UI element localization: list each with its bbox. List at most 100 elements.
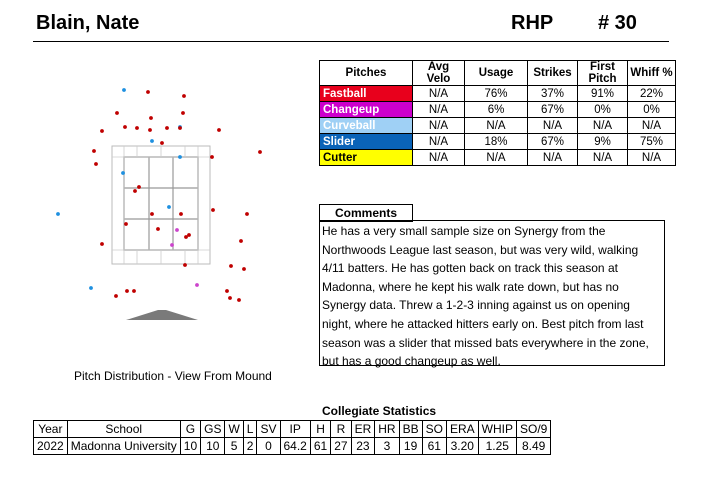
fastball-pitch-dot <box>210 155 214 159</box>
stats-table-header: Year School G GS W L SV IP H R ER HR BB SO ERA WHIP SO/9 <box>33 420 552 438</box>
fastball-pitch-dot <box>146 90 150 94</box>
stats-cell: 19 <box>398 437 423 455</box>
slider-pitch-dot <box>122 88 126 92</box>
pitch-name-cell: Slider <box>319 133 413 150</box>
stats-cell: 3.20 <box>445 437 479 455</box>
stats-table: Year School G GS W L SV IP H R ER HR BB SO ERA WHIP SO/9… <box>33 420 552 455</box>
slider-pitch-dot <box>56 212 60 216</box>
fastball-pitch-dot <box>156 227 160 231</box>
fastball-pitch-dot <box>148 128 152 132</box>
stats-cell: 0 <box>256 437 281 455</box>
stats-cell: 8.49 <box>515 437 552 455</box>
fastball-pitch-dot <box>100 242 104 246</box>
fastball-pitch-dot <box>229 264 233 268</box>
player-position: RHP <box>511 12 554 34</box>
stats-cell: Madonna University <box>66 437 181 455</box>
stats-cell: 61 <box>421 437 447 455</box>
stats-header-cell: GS <box>200 420 226 438</box>
fastball-pitch-dot <box>123 125 127 129</box>
fastball-pitch-dot <box>258 150 262 154</box>
pitch-value-cell: N/A <box>577 117 628 134</box>
fastball-pitch-dot <box>150 212 154 216</box>
fastball-pitch-dot <box>245 212 249 216</box>
pitch-value-cell: 67% <box>527 133 578 150</box>
stats-header-cell: W <box>224 420 244 438</box>
stats-header-cell: L <box>242 420 258 438</box>
pitch-value-cell: 6% <box>464 101 528 118</box>
pitch-value-cell: N/A <box>627 117 676 134</box>
fastball-pitch-dot <box>183 263 187 267</box>
fastball-pitch-dot <box>225 289 229 293</box>
pitch-value-cell: 75% <box>627 133 676 150</box>
pitch-value-cell: 37% <box>527 85 578 102</box>
pitch-table-header-cell: Whiff % <box>627 60 676 86</box>
stats-header-cell: SV <box>256 420 281 438</box>
pitch-value-cell: N/A <box>527 149 578 166</box>
header-divider <box>33 41 669 42</box>
stats-cell: 23 <box>350 437 376 455</box>
slider-pitch-dot <box>89 286 93 290</box>
slider-pitch-dot <box>121 171 125 175</box>
comments-title: Comments <box>319 204 413 222</box>
stats-header-cell: School <box>66 420 181 438</box>
pitch-value-cell: N/A <box>627 149 676 166</box>
stats-cell: 64.2 <box>279 437 311 455</box>
pitch-name-cell: Changeup <box>319 101 413 118</box>
stats-header-cell: ERA <box>445 420 479 438</box>
pitch-row: Changeup N/A 6% 67% 0% 0% <box>319 101 676 118</box>
stats-row: 2022 Madonna University 10 10 5 2 0 64.2 61 27 23 3… <box>33 437 552 455</box>
changeup-pitch-dot <box>175 228 179 232</box>
pitch-value-cell: N/A <box>412 149 465 166</box>
fastball-pitch-dot <box>182 94 186 98</box>
pitch-value-cell: N/A <box>412 133 465 150</box>
fastball-pitch-dot <box>135 126 139 130</box>
fastball-pitch-dot <box>179 212 183 216</box>
comments-text: He has a very small sample size on Syner… <box>319 220 665 368</box>
fastball-pitch-dot <box>115 111 119 115</box>
fastball-pitch-dot <box>217 128 221 132</box>
stats-header-cell: BB <box>398 420 423 438</box>
stats-cell: 2022 <box>33 437 68 455</box>
changeup-pitch-dot <box>170 243 174 247</box>
pitch-value-cell: 76% <box>464 85 528 102</box>
fastball-pitch-dot <box>125 289 129 293</box>
stats-header-cell: R <box>330 420 352 438</box>
stats-cell: 10 <box>200 437 226 455</box>
stats-cell: 27 <box>330 437 352 455</box>
fastball-pitch-dot <box>124 222 128 226</box>
stats-cell: 2 <box>242 437 258 455</box>
fastball-pitch-dot <box>160 141 164 145</box>
fastball-pitch-dot <box>149 116 153 120</box>
pitch-row: Curveball N/A N/A N/A N/A N/A <box>319 117 676 134</box>
player-number: # 30 <box>598 12 637 34</box>
fastball-pitch-dot <box>92 149 96 153</box>
stats-header-cell: H <box>309 420 332 438</box>
pitch-name-cell: Curveball <box>319 117 413 134</box>
stats-cell: 3 <box>374 437 400 455</box>
stats-header-cell: Year <box>33 420 68 438</box>
fastball-pitch-dot <box>228 296 232 300</box>
pitch-value-cell: 22% <box>627 85 676 102</box>
slider-pitch-dot <box>167 205 171 209</box>
pitch-row: Cutter N/A N/A N/A N/A N/A <box>319 149 676 166</box>
stats-cell: 61 <box>309 437 332 455</box>
pitch-value-cell: N/A <box>527 117 578 134</box>
fastball-pitch-dot <box>100 129 104 133</box>
pitcher-mound-icon <box>126 310 198 320</box>
stats-header-cell: G <box>179 420 202 438</box>
pitch-table-header-cell: Avg Velo <box>412 60 465 86</box>
fastball-pitch-dot <box>242 267 246 271</box>
strike-zone-grid <box>111 145 211 265</box>
stats-cell: 10 <box>179 437 202 455</box>
pitch-table-header-cell: Usage <box>464 60 528 86</box>
changeup-pitch-dot <box>195 283 199 287</box>
pitch-dots <box>56 88 262 302</box>
stats-header-cell: SO/9 <box>515 420 552 438</box>
stats-cell: 1.25 <box>477 437 517 455</box>
pitch-value-cell: N/A <box>577 149 628 166</box>
player-name: Blain, Nate <box>36 12 140 34</box>
fastball-pitch-dot <box>239 239 243 243</box>
stats-header-cell: IP <box>279 420 311 438</box>
pitch-value-cell: N/A <box>464 117 528 134</box>
stats-cell: 5 <box>224 437 244 455</box>
